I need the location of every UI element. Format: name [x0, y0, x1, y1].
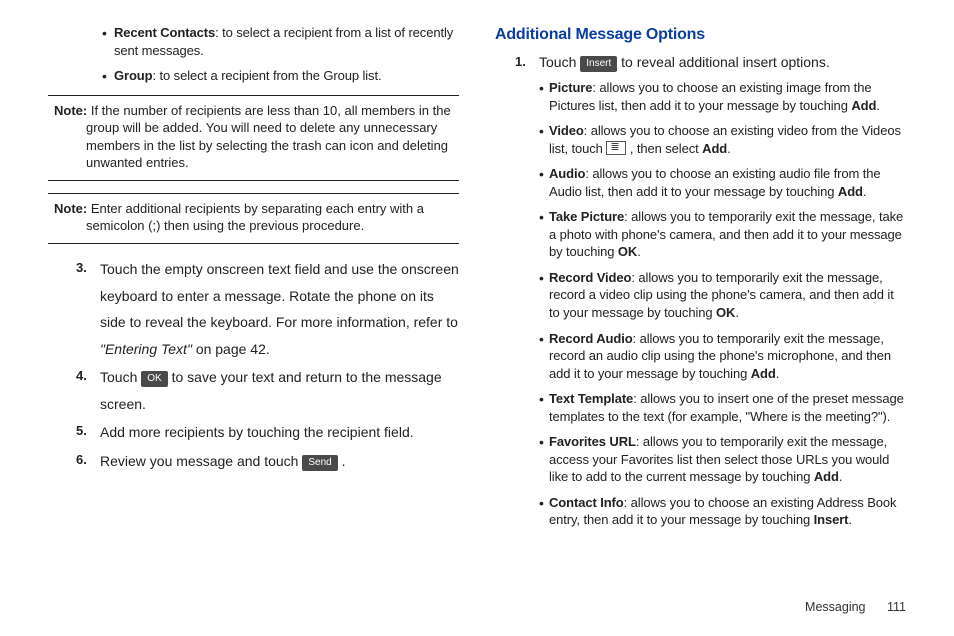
option-text: . [876, 98, 880, 113]
insert-option: Contact Info: allows you to choose an ex… [539, 494, 906, 529]
insert-option: Favorites URL: allows you to temporarily… [539, 433, 906, 486]
option-label: Text Template [549, 391, 633, 406]
step-text: on page 42. [196, 341, 270, 357]
bullet-label: Group [114, 68, 153, 83]
right-column: Additional Message Options 1. Touch Inse… [477, 24, 906, 600]
option-action: Add [751, 366, 776, 381]
step-number: 6. [76, 448, 87, 473]
option-action: OK [618, 244, 637, 259]
option-action: OK [716, 305, 735, 320]
step-number: 3. [76, 256, 87, 281]
note-body: Note: If the number of recipients are le… [48, 102, 459, 172]
page: Recent Contacts : to select a recipient f… [0, 0, 954, 636]
bullet-group: Group: to select a recipient from the Gr… [48, 67, 459, 85]
option-text: : allows you to choose an existing image… [549, 80, 871, 113]
step-4: 4. Touch OK to save your text and return… [48, 364, 459, 417]
option-text: . [727, 141, 731, 156]
option-text: : allows you to choose an existing audio… [549, 166, 881, 199]
option-text: , then select [626, 141, 702, 156]
option-text: . [637, 244, 641, 259]
option-label: Favorites URL [549, 434, 636, 449]
page-footer: Messaging 111 [805, 600, 906, 614]
option-label: Video [549, 123, 584, 138]
insert-option: Record Audio: allows you to temporarily … [539, 330, 906, 383]
note-body: Note: Enter additional recipients by sep… [48, 200, 459, 235]
left-steps: 3. Touch the empty onscreen text field a… [48, 256, 459, 475]
insert-option: Text Template: allows you to insert one … [539, 390, 906, 425]
step-3: 3. Touch the empty onscreen text field a… [48, 256, 459, 362]
insert-option: Video: allows you to choose an existing … [539, 122, 906, 157]
option-label: Contact Info [549, 495, 624, 510]
footer-section: Messaging [805, 600, 865, 614]
option-label: Take Picture [549, 209, 624, 224]
note-prefix: Note: [54, 201, 87, 216]
recipient-bullets: Recent Contacts : to select a recipient f… [48, 24, 459, 85]
insert-option: Take Picture: allows you to temporarily … [539, 208, 906, 261]
section-heading: Additional Message Options [495, 26, 906, 44]
note-text: If the number of recipients are less tha… [86, 103, 451, 171]
step-text: to reveal additional insert options. [621, 54, 830, 70]
step-text: Review you message and touch [100, 453, 302, 469]
insert-option: Audio: allows you to choose an existing … [539, 165, 906, 200]
note-text: Enter additional recipients by separatin… [86, 201, 424, 234]
option-label: Picture [549, 80, 592, 95]
bullet-label: Recent Contacts [114, 25, 215, 40]
step-text: Touch the empty onscreen text field and … [100, 261, 459, 330]
option-label: Audio [549, 166, 585, 181]
list-menu-icon [606, 141, 626, 155]
option-action: Add [814, 469, 839, 484]
step-number: 4. [76, 364, 87, 389]
option-text: . [863, 184, 867, 199]
option-action: Add [702, 141, 727, 156]
insert-option: Picture: allows you to choose an existin… [539, 79, 906, 114]
option-label: Record Video [549, 270, 631, 285]
option-text: . [776, 366, 780, 381]
bullet-text: : to select a recipient from the Group l… [153, 68, 382, 83]
note-block-1: Note: If the number of recipients are le… [48, 95, 459, 181]
step-5: 5. Add more recipients by touching the r… [48, 419, 459, 446]
insert-button-icon: Insert [580, 56, 617, 72]
option-label: Record Audio [549, 331, 633, 346]
bullet-recent-contacts: Recent Contacts: to select a recipient f… [48, 24, 459, 59]
step-text: Add more recipients by touching the reci… [100, 424, 414, 440]
step-text: . [342, 453, 346, 469]
step-text: Touch [100, 369, 141, 385]
note-block-2: Note: Enter additional recipients by sep… [48, 193, 459, 244]
step-number: 1. [515, 52, 526, 72]
right-steps: 1. Touch Insert to reveal additional ins… [495, 52, 906, 529]
step-ref: "Entering Text" [100, 341, 192, 357]
step-number: 5. [76, 419, 87, 444]
step-text: Touch [539, 54, 580, 70]
insert-options-list: Picture: allows you to choose an existin… [539, 79, 906, 529]
insert-option: Record Video: allows you to temporarily … [539, 269, 906, 322]
note-prefix: Note: [54, 103, 87, 118]
option-action: Add [838, 184, 863, 199]
option-action: Insert [814, 512, 849, 527]
option-text: . [839, 469, 843, 484]
step-6: 6. Review you message and touch Send . [48, 448, 459, 475]
footer-page-number: 111 [887, 600, 906, 614]
option-text: . [848, 512, 852, 527]
step-1: 1. Touch Insert to reveal additional ins… [495, 52, 906, 529]
send-button-icon: Send [302, 455, 337, 471]
option-action: Add [851, 98, 876, 113]
option-text: . [735, 305, 739, 320]
left-column: Recent Contacts : to select a recipient f… [48, 24, 477, 600]
ok-button-icon: OK [141, 371, 167, 387]
